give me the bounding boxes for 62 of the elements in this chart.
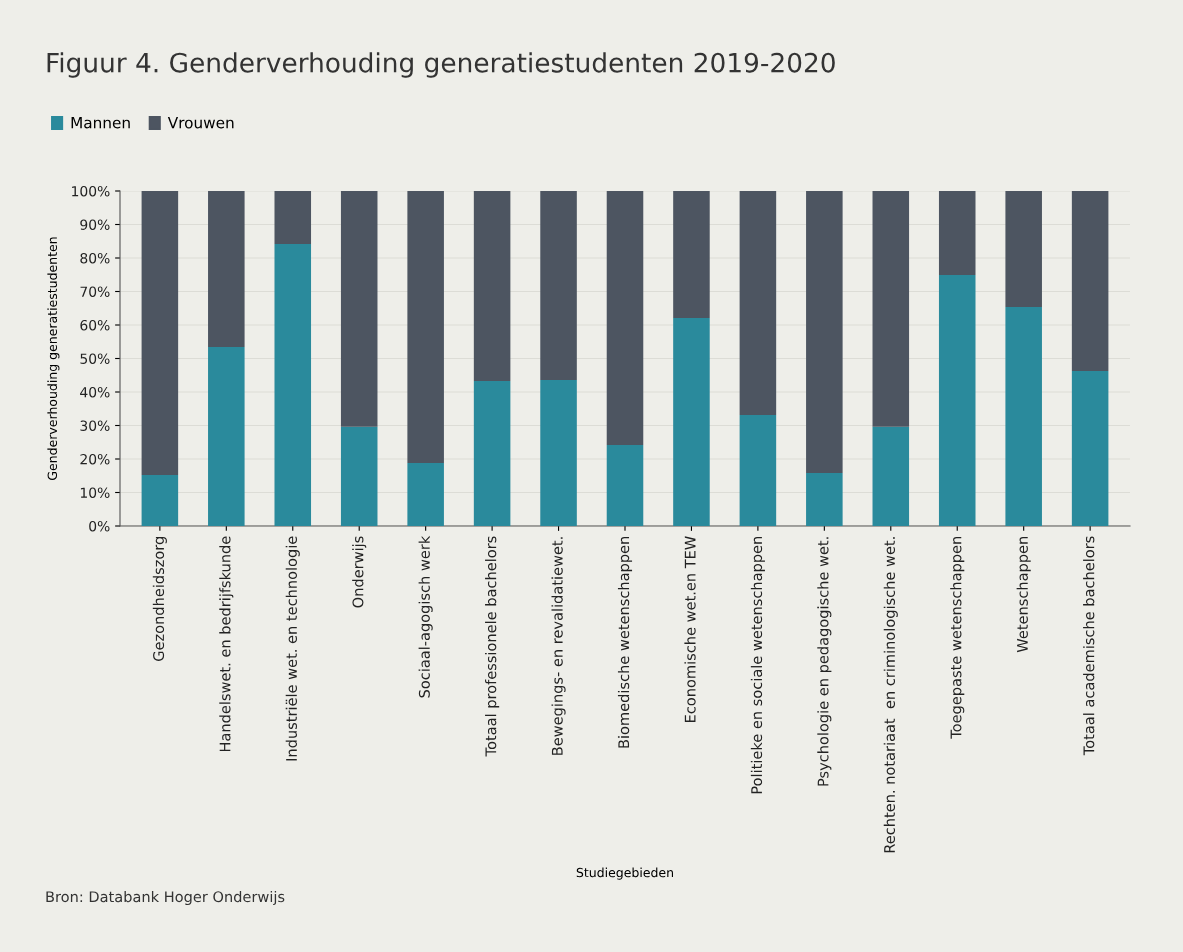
y-tick-label: 60% xyxy=(80,319,110,331)
x-tick-label: Politieke en sociale wetenschappen xyxy=(750,536,765,794)
bar xyxy=(872,426,910,526)
bar xyxy=(606,191,644,445)
bar xyxy=(274,243,312,526)
text: Bron: Databank Hoger Onderwijs xyxy=(46,890,285,906)
x-tick-label: Rechten. notariaat en criminologische wet. xyxy=(883,537,898,853)
legend-label: Vrouwen xyxy=(167,117,234,129)
bar xyxy=(806,473,843,526)
bar xyxy=(473,191,511,381)
x-tick-label: Sociaal-agogisch werk xyxy=(418,535,433,698)
bar xyxy=(540,379,577,526)
y-tick-label: 70% xyxy=(80,286,110,297)
bar xyxy=(141,191,179,476)
x-tick-label: Economische wet.en TEW xyxy=(684,536,696,722)
y-tick-label: 50% xyxy=(80,353,110,364)
bar xyxy=(141,475,179,526)
bar xyxy=(340,426,378,526)
x-tick-label: Biomedische wetenschappen xyxy=(617,536,633,748)
bar xyxy=(340,191,378,427)
bar xyxy=(208,347,245,526)
y-tick-label: 30% xyxy=(80,420,110,431)
y-tick-label: 10% xyxy=(80,487,110,498)
bar xyxy=(274,191,312,244)
x-tick-label: Onderwijs xyxy=(352,536,367,608)
x-tick-label: Totaal professionele bachelors xyxy=(485,536,500,757)
y-tick-label: 100% xyxy=(72,185,110,197)
x-tick-label: Handelswet. en bedrijfskunde xyxy=(219,536,234,752)
y-tick-label: 90% xyxy=(80,219,110,230)
bar xyxy=(938,191,976,276)
bar xyxy=(872,191,910,427)
bar xyxy=(806,191,843,474)
bar xyxy=(938,275,976,526)
x-tick-label: Totaal academische bachelors xyxy=(1083,536,1095,756)
bar xyxy=(407,463,444,526)
y-tick-label: 0% xyxy=(89,520,110,532)
bar xyxy=(1005,191,1042,307)
x-tick-label: Wetenschappen xyxy=(1016,536,1031,653)
x-tick-label: Toegepaste wetenschappen xyxy=(950,536,965,739)
bar xyxy=(208,191,245,348)
bar xyxy=(407,191,444,464)
bar xyxy=(739,415,777,526)
bar xyxy=(540,191,577,380)
bar xyxy=(673,191,710,318)
y-tick-label: 20% xyxy=(80,453,110,465)
bar xyxy=(1071,370,1109,526)
y-tick-label: 40% xyxy=(80,386,110,398)
bar xyxy=(473,380,511,526)
x-tick-label: Industriële wet. en technologie xyxy=(285,536,300,761)
bar xyxy=(739,191,777,416)
x-tick-label: Gezondheidszorg xyxy=(152,537,167,661)
chart-title: Figuur 4. Genderverhouding generatiestudenten 2019-2020 xyxy=(47,52,835,78)
bar xyxy=(673,317,710,526)
legend-label: Mannen xyxy=(71,117,130,129)
y-tick-label: 80% xyxy=(80,252,110,264)
x-axis-title: Studiegebieden xyxy=(576,867,673,880)
x-tick-label: Psychologie en pedagogische wet. xyxy=(817,537,832,786)
bar xyxy=(1005,306,1042,526)
bar xyxy=(606,444,644,526)
y-axis-title: Genderverhouding generatiestudenten xyxy=(47,237,60,480)
x-tick-label: Bewegings- en revalidatiewet. xyxy=(551,537,566,755)
bar xyxy=(1071,191,1109,371)
